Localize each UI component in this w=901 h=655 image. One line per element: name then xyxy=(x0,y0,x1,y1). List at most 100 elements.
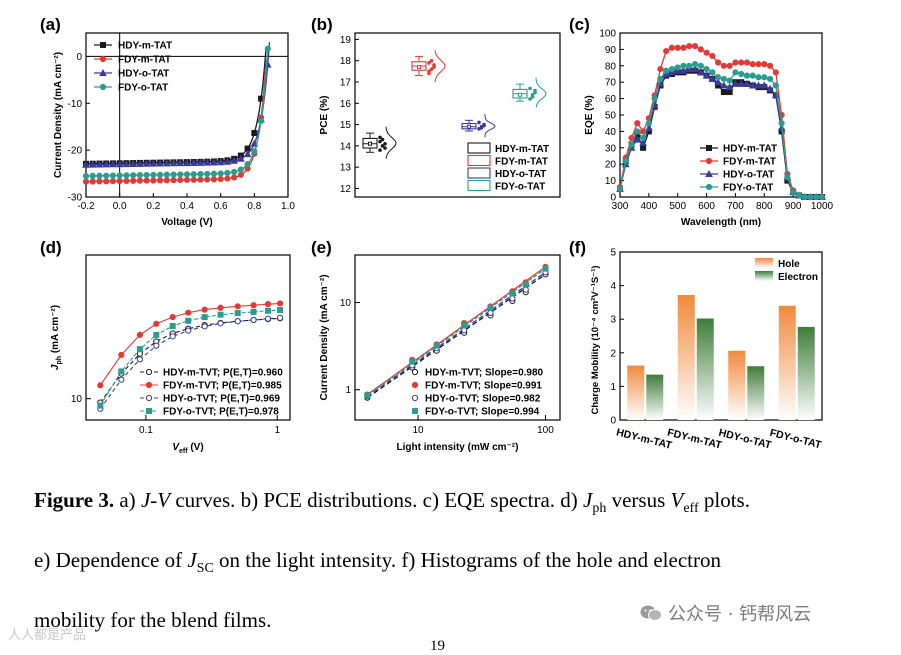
y-tick-label: 15 xyxy=(340,120,352,131)
eqe-point xyxy=(703,49,710,56)
eqe-point xyxy=(639,138,647,146)
mobility-bar xyxy=(797,326,815,420)
jv-point xyxy=(224,175,231,182)
jv-point xyxy=(96,172,103,179)
y-tick-label: 90 xyxy=(605,45,617,56)
jph-point xyxy=(234,310,241,317)
y-tick-label: 20 xyxy=(605,160,617,171)
eqe-point xyxy=(680,44,687,51)
mobility-bar xyxy=(677,295,695,420)
jv-point xyxy=(116,177,123,185)
jph-point xyxy=(185,327,192,334)
x-category-label: FDY-o-TAT xyxy=(768,427,823,452)
pce-point xyxy=(528,86,532,91)
pce-point xyxy=(427,61,431,65)
legend-marker xyxy=(145,381,153,389)
y-tick-label: 19 xyxy=(340,35,352,46)
eqe-point xyxy=(766,84,774,92)
jv-point xyxy=(130,177,137,184)
jph-point xyxy=(276,300,284,307)
panel-label: (d) xyxy=(40,238,62,257)
eqe-point xyxy=(754,81,763,89)
eqe-point xyxy=(755,61,762,68)
fit-line xyxy=(366,268,546,396)
legend-marker xyxy=(145,368,153,376)
eqe-point xyxy=(720,75,727,83)
pce-point xyxy=(477,120,481,125)
pce-distribution-curve xyxy=(434,49,446,83)
y-tick-label: 0 xyxy=(76,52,82,63)
legend-label: FDY-m-TAT xyxy=(118,55,171,66)
y-tick-label: 5 xyxy=(610,248,616,259)
eqe-point xyxy=(622,157,629,165)
jv-point xyxy=(95,160,104,168)
jph-point xyxy=(217,304,224,311)
jsc-point xyxy=(433,342,440,349)
eqe-point xyxy=(772,69,779,76)
caption-text: on the light intensity. f) Histograms of… xyxy=(213,548,721,572)
jph-point xyxy=(169,323,176,330)
eqe-point xyxy=(628,141,635,148)
eqe-point xyxy=(738,70,745,78)
eqe-point xyxy=(743,72,751,79)
jv-point xyxy=(210,176,218,183)
legend-label: HDY-o-TAT xyxy=(723,170,774,181)
legend-label: HDY-o-TVT; Slope=0.982 xyxy=(425,394,541,405)
y-tick-label: 10 xyxy=(71,394,83,405)
mobility-bar xyxy=(778,305,796,420)
eqe-point xyxy=(761,74,768,81)
y-tick-label: 4 xyxy=(610,281,616,292)
eqe-point xyxy=(813,193,820,201)
jsc-point xyxy=(522,281,529,288)
jv-point xyxy=(231,174,238,181)
jv-point xyxy=(123,172,130,179)
jv-point xyxy=(217,175,224,183)
jv-point xyxy=(142,159,151,167)
eqe-point xyxy=(755,74,762,81)
jv-point xyxy=(136,159,144,167)
eqe-point xyxy=(663,67,670,74)
jv-point xyxy=(156,159,164,167)
jph-point xyxy=(97,382,104,389)
legend-label: Hole xyxy=(778,259,800,270)
caption-symbol: J xyxy=(583,488,593,512)
jv-curve xyxy=(85,42,271,166)
jv-point xyxy=(102,160,111,168)
jsc-point xyxy=(509,295,516,302)
jsc-point xyxy=(509,290,516,297)
jv-point xyxy=(156,171,164,178)
pce-point xyxy=(383,141,387,146)
x-tick-label: 800 xyxy=(756,201,773,212)
jv-point xyxy=(237,171,244,178)
jv-point xyxy=(244,161,251,168)
legend-marker xyxy=(146,408,152,414)
mobility-bar xyxy=(747,366,765,420)
jv-point xyxy=(163,177,170,184)
jph-point xyxy=(250,308,257,315)
jv-point xyxy=(122,160,131,168)
eqe-point xyxy=(738,59,745,66)
y-tick-label: 13 xyxy=(340,163,352,174)
jv-point xyxy=(177,176,184,184)
eqe-point xyxy=(726,89,733,96)
y-tick-label: -30 xyxy=(68,193,83,204)
jv-point xyxy=(82,172,90,180)
jph-point xyxy=(118,368,125,375)
eqe-point xyxy=(731,79,740,87)
pce-point xyxy=(429,67,434,72)
caption-text: - xyxy=(150,488,158,512)
jph-point xyxy=(201,323,208,330)
jsc-point xyxy=(542,265,549,272)
jsc-point xyxy=(522,286,529,293)
jv-point xyxy=(170,171,177,178)
eqe-point xyxy=(737,79,746,87)
eqe-point xyxy=(668,44,676,51)
legend-marker xyxy=(145,394,153,402)
x-tick-label: 1000 xyxy=(811,201,834,212)
caption-symbol: J xyxy=(140,488,151,512)
caption-line-2: e) Dependence of JSC on the light intens… xyxy=(34,548,864,581)
eqe-point xyxy=(639,134,647,142)
panel-label: (c) xyxy=(569,15,590,34)
jv-point xyxy=(243,150,252,158)
jv-point xyxy=(103,172,110,179)
